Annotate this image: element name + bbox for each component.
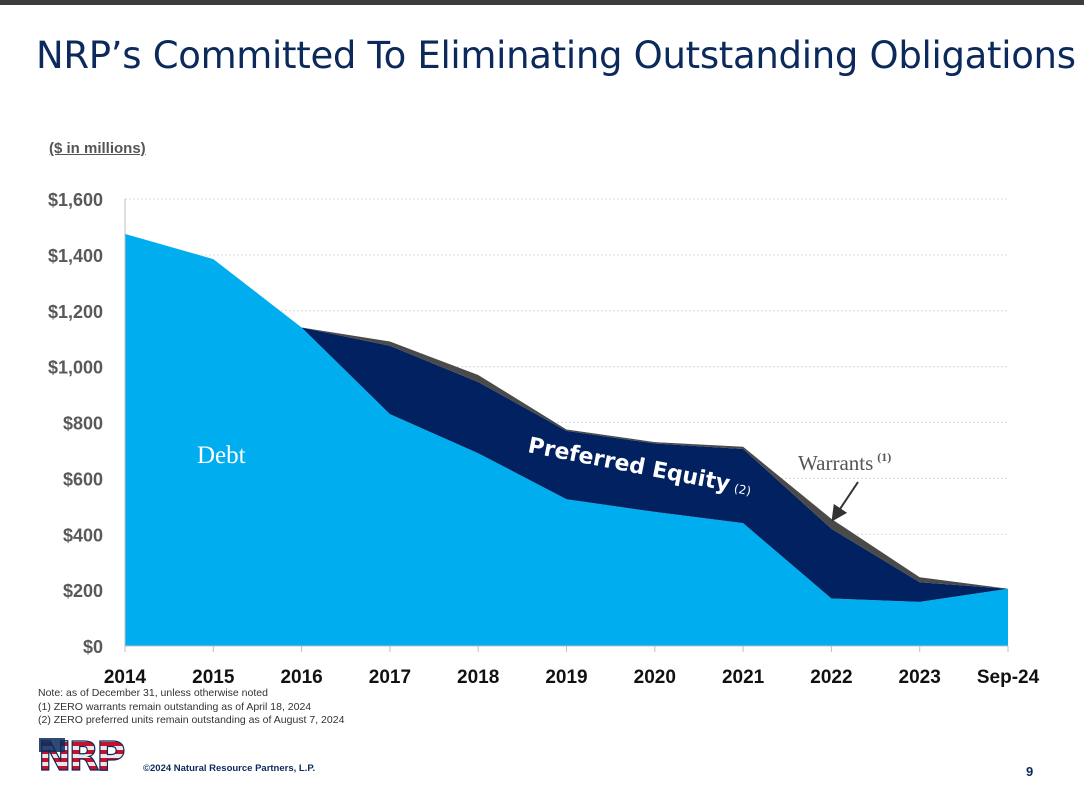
preferred-equity-footnote: (2) — [733, 481, 752, 498]
y-tick-label: $1,200 — [48, 302, 103, 322]
footnotes: Note: as of December 31, unless otherwis… — [38, 687, 344, 728]
page-number: 9 — [1026, 764, 1034, 779]
warrants-name: Warrants — [798, 451, 873, 475]
copyright-notice: ©2024 Natural Resource Partners, L.P. — [143, 763, 316, 774]
x-tick-label: 2023 — [899, 667, 941, 688]
stacked-area-chart: $0 $200 $400 $600 $800 $1,000 $1,200 $1,400 $1,6… — [48, 190, 1040, 688]
axes: $0 $200 $400 $600 $800 $1,000 $1,200 $1,400 $1,6… — [48, 190, 1040, 688]
page-title: NRP’s Committed To Eliminating Outstandi… — [36, 34, 1076, 77]
x-tick-label: 2016 — [280, 667, 322, 688]
nrp-logo: NRP — [38, 734, 128, 774]
x-tick-label: 2019 — [545, 667, 587, 688]
footnote-warrants: (1) ZERO warrants remain outstanding as … — [38, 700, 312, 713]
x-tick-label: 2018 — [457, 667, 499, 688]
warrants-series-label: Warrants (1) — [798, 450, 891, 475]
debt-area — [125, 233, 1008, 646]
x-tick-label: 2014 — [104, 667, 147, 688]
x-tick-label: 2017 — [369, 667, 411, 688]
footnote-general: Note: as of December 31, unless otherwis… — [38, 687, 268, 699]
top-border — [0, 0, 1084, 5]
x-tick-label: 2022 — [810, 667, 852, 688]
area-series — [125, 233, 1008, 646]
y-tick-label: $1,600 — [48, 190, 103, 210]
warrants-footnote: (1) — [877, 450, 891, 464]
y-tick-label: $0 — [83, 637, 103, 657]
warrants-pointer-arrow — [831, 481, 859, 522]
preferred-equity-area — [125, 233, 1008, 602]
y-tick-label: $1,000 — [48, 358, 103, 378]
units-label: ($ in millions) — [49, 140, 146, 157]
x-tick-label: 2021 — [722, 667, 765, 688]
x-tick-label: Sep-24 — [977, 667, 1040, 688]
debt-series-label: Debt — [197, 442, 246, 469]
y-tick-label: $600 — [63, 469, 103, 489]
y-tick-label: $400 — [63, 525, 103, 545]
y-tick-label: $800 — [63, 414, 103, 434]
footnote-preferred: (2) ZERO preferred units remain outstand… — [38, 714, 345, 726]
x-tick-label: 2015 — [192, 667, 235, 688]
x-tick-label: 2020 — [634, 667, 676, 688]
y-tick-label: $200 — [63, 581, 103, 601]
y-tick-label: $1,400 — [48, 246, 103, 266]
